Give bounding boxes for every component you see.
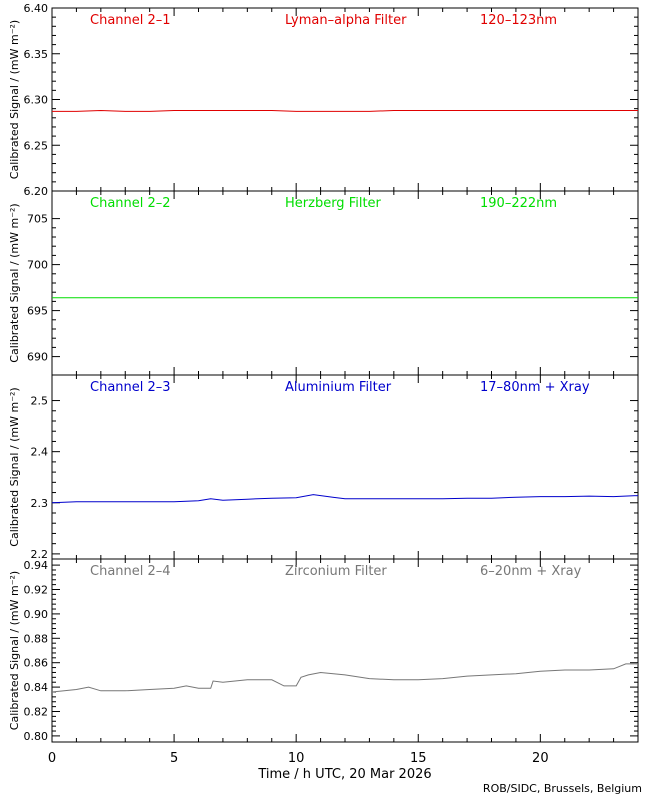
y-tick-label: 0.88 (24, 632, 49, 645)
filter-label: Herzberg Filter (285, 196, 382, 211)
series-line-channel-3 (51, 494, 639, 504)
y-tick-label: 6.40 (24, 2, 49, 15)
y-tick-label: 0.82 (24, 706, 49, 719)
y-tick-label: 695 (27, 305, 48, 318)
channel-label: Channel 2–1 (90, 13, 171, 28)
y-tick-label: 0.94 (24, 559, 49, 572)
y-tick-label: 2.4 (31, 446, 49, 459)
y-tick-label: 2.5 (31, 395, 49, 408)
x-axis-title: Time / h UTC, 20 Mar 2026 (257, 767, 431, 782)
channel-label: Channel 2–2 (90, 196, 171, 211)
y-tick-label: 6.25 (24, 139, 49, 152)
x-tick-label: 20 (532, 751, 549, 766)
panel-frame-4 (51, 558, 639, 743)
y-tick-label: 0.90 (24, 608, 49, 621)
y-tick-label: 700 (27, 259, 48, 272)
y-tick-label: 0.84 (24, 681, 49, 694)
band-label: 120–123nm (480, 13, 557, 28)
y-axis-title: Calibrated Signal / (mW m⁻²) (8, 387, 21, 546)
y-tick-label: 705 (27, 213, 48, 226)
band-label: 6–20nm + Xray (480, 564, 582, 579)
credit-text: ROB/SIDC, Brussels, Belgium (483, 782, 642, 795)
filter-label: Aluminium Filter (285, 380, 392, 395)
y-tick-label: 2.3 (31, 497, 49, 510)
panel-frame-3 (51, 374, 639, 560)
filter-label: Lyman–alpha Filter (285, 13, 407, 28)
y-tick-label: 0.80 (24, 730, 49, 743)
y-tick-label: 0.86 (24, 657, 49, 670)
channel-label: Channel 2–4 (90, 564, 171, 579)
series-line-channel-1 (52, 109, 638, 112)
x-tick-label: 5 (170, 751, 178, 766)
y-axis-title: Calibrated Signal / (mW m⁻²) (8, 20, 21, 179)
y-axis-title: Calibrated Signal / (mW m⁻²) (8, 203, 21, 362)
y-tick-label: 6.30 (24, 94, 49, 107)
y-tick-label: 6.20 (24, 185, 49, 198)
filter-label: Zirconium Filter (285, 564, 387, 579)
panel-frame-2 (51, 190, 639, 376)
series-line-channel-4 (51, 663, 638, 693)
y-tick-label: 690 (27, 351, 48, 364)
panel-frame-1 (51, 7, 639, 192)
y-tick-label: 6.35 (24, 48, 49, 61)
y-tick-label: 2.2 (31, 548, 49, 561)
y-tick-label: 0.92 (24, 584, 49, 597)
band-label: 17–80nm + Xray (480, 380, 590, 395)
x-tick-label: 10 (288, 751, 305, 766)
band-label: 190–222nm (480, 196, 557, 211)
channel-label: Channel 2–3 (90, 380, 171, 395)
x-tick-label: 0 (48, 751, 56, 766)
x-tick-label: 15 (410, 751, 427, 766)
y-axis-title: Calibrated Signal / (mW m⁻²) (8, 571, 21, 730)
